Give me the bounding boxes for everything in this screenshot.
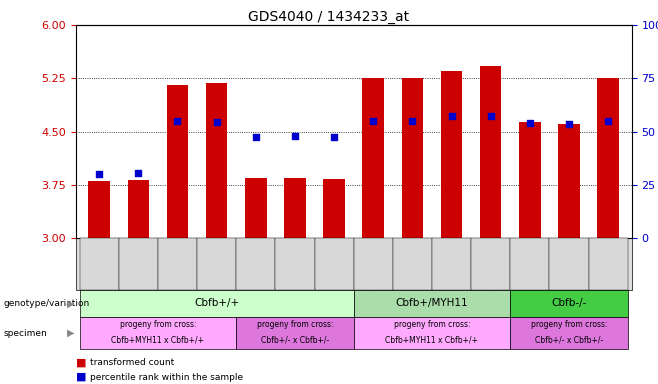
Point [368, 118, 378, 124]
Point [172, 118, 183, 124]
Point [564, 121, 574, 127]
Point [407, 118, 418, 124]
Text: progeny from cross:: progeny from cross: [531, 320, 607, 329]
Text: Cbfb+/- x Cbfb+/-: Cbfb+/- x Cbfb+/- [261, 336, 329, 344]
Text: ▶: ▶ [67, 328, 75, 338]
Text: transformed count: transformed count [90, 358, 174, 367]
Text: ▶: ▶ [67, 298, 75, 308]
Point [94, 171, 105, 177]
Bar [441, 71, 463, 238]
Point [603, 118, 613, 124]
Text: Cbfb+/+: Cbfb+/+ [194, 298, 240, 308]
Text: Cbfb+MYH11 x Cbfb+/+: Cbfb+MYH11 x Cbfb+/+ [386, 336, 478, 344]
Bar [558, 124, 580, 238]
Text: Cbfb-/-: Cbfb-/- [551, 298, 587, 308]
Point [290, 133, 300, 139]
Text: GDS4040 / 1434233_at: GDS4040 / 1434233_at [249, 10, 409, 23]
Text: progeny from cross:: progeny from cross: [393, 320, 470, 329]
Bar [401, 78, 423, 238]
Text: Cbfb+/MYH11: Cbfb+/MYH11 [395, 298, 468, 308]
Bar [363, 78, 384, 238]
Text: genotype/variation: genotype/variation [3, 299, 89, 308]
Text: Cbfb+/- x Cbfb+/-: Cbfb+/- x Cbfb+/- [535, 336, 603, 344]
Point [211, 119, 222, 125]
Text: ■: ■ [76, 372, 86, 382]
Bar [206, 83, 228, 238]
Text: specimen: specimen [3, 329, 47, 338]
Text: ■: ■ [76, 358, 86, 368]
Bar [284, 178, 306, 238]
Bar [128, 180, 149, 238]
Point [251, 134, 261, 140]
Text: progeny from cross:: progeny from cross: [120, 320, 196, 329]
Point [524, 120, 535, 126]
Text: progeny from cross:: progeny from cross: [257, 320, 333, 329]
Point [133, 170, 143, 176]
Text: percentile rank within the sample: percentile rank within the sample [90, 372, 243, 382]
Text: Cbfb+MYH11 x Cbfb+/+: Cbfb+MYH11 x Cbfb+/+ [111, 336, 205, 344]
Point [486, 113, 496, 119]
Point [446, 113, 457, 119]
Bar [597, 78, 619, 238]
Bar [323, 179, 345, 238]
Point [329, 134, 340, 140]
Bar [166, 84, 188, 238]
Bar [519, 122, 541, 238]
Bar [245, 178, 266, 238]
Bar [88, 181, 110, 238]
Bar [480, 66, 501, 238]
